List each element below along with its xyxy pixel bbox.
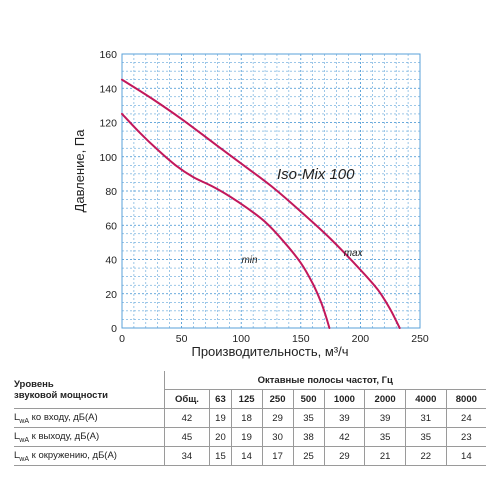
frequency-column-header: Общ. xyxy=(163,389,210,409)
chart-curves: max min xyxy=(121,78,401,329)
y-tick-label: 40 xyxy=(105,255,117,267)
frequency-column-header: 500 xyxy=(292,389,325,409)
table-cell: 29 xyxy=(323,446,365,466)
row-label: LwA к окружению, дБ(А) xyxy=(14,446,164,466)
frequency-column-header: 63 xyxy=(209,389,232,409)
table-cell: 19 xyxy=(230,427,263,447)
y-tick-label: 20 xyxy=(105,289,117,301)
y-axis-label: Давление, Па xyxy=(72,129,87,213)
table-cell: 45 xyxy=(163,427,210,447)
plot-border xyxy=(121,53,421,329)
table-cell: 42 xyxy=(163,408,210,428)
table-cell: 14 xyxy=(230,446,263,466)
row-label: LwA ко входу, дБ(А) xyxy=(14,408,164,428)
frequency-column-header: 125 xyxy=(230,389,263,409)
table-cell: 42 xyxy=(323,427,365,447)
frequency-column-header: 4000 xyxy=(404,389,447,409)
table-cell: 35 xyxy=(292,408,325,428)
x-axis-label: Производительность, м³/ч xyxy=(191,344,348,359)
x-tick-label: 50 xyxy=(176,333,188,345)
row-label: LwA к выходу, дБ(А) xyxy=(14,427,164,447)
y-tick-label: 100 xyxy=(99,152,117,164)
table-row: LwA к выходу, дБ(А) 45 20 19 30 38 42 35 35 23 xyxy=(14,427,486,447)
table-title: Уровень звуковой мощности xyxy=(14,371,164,409)
table-cell: 20 xyxy=(209,427,232,447)
noise-table-body: LwA ко входу, дБ(А) 42 19 18 29 35 39 39 31 24 LwA… xyxy=(14,408,486,466)
table-title-line2: звуковой мощности xyxy=(14,389,108,401)
table-row: LwA ко входу, дБ(А) 42 19 18 29 35 39 39 31 24 xyxy=(14,408,486,428)
pressure-flow-chart: 0 50 100 150 200 250 0 20 40 60 80 100 120 140 160 ma… xyxy=(72,49,429,359)
x-tick-label: 150 xyxy=(292,333,310,345)
table-cell: 22 xyxy=(404,446,447,466)
table-cell: 23 xyxy=(445,427,486,447)
y-tick-label: 120 xyxy=(99,118,117,130)
table-cell: 18 xyxy=(230,408,263,428)
table-cell: 14 xyxy=(445,446,486,466)
table-cell: 35 xyxy=(364,427,406,447)
frequency-column-header: 8000 xyxy=(445,389,486,409)
curve-max xyxy=(121,78,401,329)
noise-level-table: Уровень звуковой мощности Октавные полос… xyxy=(14,371,486,466)
y-tick-label: 140 xyxy=(99,83,117,95)
table-cell: 38 xyxy=(292,427,325,447)
frequency-header-row: Общ. 63 125 250 500 1000 2000 4000 8000 xyxy=(14,389,486,409)
table-cell: 39 xyxy=(364,408,406,428)
table-cell: 17 xyxy=(261,446,294,466)
y-tick-label: 80 xyxy=(105,186,117,198)
table-cell: 31 xyxy=(404,408,447,428)
y-tick-label: 60 xyxy=(105,220,117,232)
octave-bands-header: Октавные полосы частот, Гц xyxy=(163,371,486,390)
table-title-line1: Уровень xyxy=(14,378,54,390)
curve-label-max: max xyxy=(344,248,364,259)
x-tick-label: 250 xyxy=(411,333,429,345)
y-tick-label: 160 xyxy=(99,49,117,61)
table-cell: 19 xyxy=(209,408,232,428)
table-cell: 21 xyxy=(364,446,406,466)
x-tick-label: 0 xyxy=(119,333,125,345)
table-cell: 29 xyxy=(261,408,294,428)
table-cell: 35 xyxy=(404,427,447,447)
frequency-column-header: 2000 xyxy=(364,389,406,409)
table-cell: 34 xyxy=(163,446,210,466)
table-cell: 30 xyxy=(261,427,294,447)
frequency-column-header: 250 xyxy=(261,389,294,409)
y-tick-labels: 0 20 40 60 80 100 120 140 160 xyxy=(99,49,117,335)
table-cell: 15 xyxy=(209,446,232,466)
x-tick-label: 100 xyxy=(232,333,250,345)
frequency-column-header: 1000 xyxy=(323,389,365,409)
table-cell: 25 xyxy=(292,446,325,466)
table-cell: 39 xyxy=(323,408,365,428)
model-label: Iso-Mix 100 xyxy=(277,166,355,183)
table-row: LwA к окружению, дБ(А) 34 15 14 17 25 29 21 22 14 xyxy=(14,446,486,466)
curve-label-min: min xyxy=(241,255,258,266)
curve-min xyxy=(121,112,331,329)
x-tick-label: 200 xyxy=(352,333,370,345)
table-cell: 24 xyxy=(445,408,486,428)
y-tick-label: 0 xyxy=(111,323,117,335)
x-tick-labels: 0 50 100 150 200 250 xyxy=(119,333,429,345)
